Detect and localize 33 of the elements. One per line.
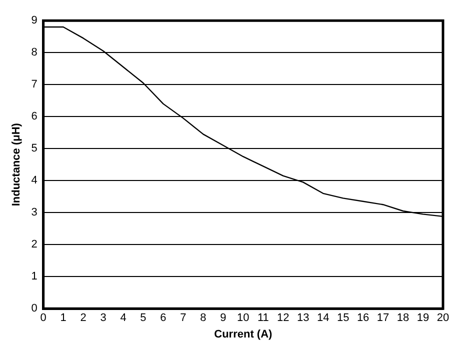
- x-tick-label: 20: [436, 312, 450, 324]
- x-tick-label: 0: [40, 312, 46, 324]
- x-tick-label: 17: [376, 312, 390, 324]
- x-tick-label: 6: [160, 312, 166, 324]
- x-axis-title: Current (A): [214, 328, 273, 340]
- x-tick-label: 10: [237, 312, 250, 324]
- y-tick-label: 0: [31, 302, 38, 315]
- y-tick-label: 9: [31, 14, 38, 27]
- y-tick-label: 2: [31, 238, 38, 251]
- x-tick-label: 2: [80, 312, 86, 324]
- y-tick-label: 3: [31, 206, 38, 219]
- x-tick-label: 7: [180, 312, 186, 324]
- x-tick-label: 1: [60, 312, 66, 324]
- x-tick-label: 9: [220, 312, 226, 324]
- x-tick-label: 15: [336, 312, 350, 324]
- y-tick-label: 8: [31, 46, 38, 59]
- x-tick-label: 12: [277, 312, 290, 324]
- y-tick-label: 1: [31, 270, 38, 283]
- x-tick-label: 13: [296, 312, 310, 324]
- y-tick-label: 7: [31, 78, 38, 91]
- x-tick-label: 3: [100, 312, 106, 324]
- x-tick-label: 4: [120, 312, 126, 324]
- x-tick-label: 14: [316, 312, 330, 324]
- y-axis-title: Inductance (μH): [10, 122, 23, 206]
- x-tick-label: 8: [200, 312, 206, 324]
- y-tick-label: 4: [31, 174, 38, 187]
- y-tick-label: 6: [31, 110, 38, 123]
- x-tick-label: 16: [356, 312, 370, 324]
- x-tick-label: 18: [396, 312, 410, 324]
- x-tick-label: 19: [416, 312, 430, 324]
- x-tick-label: 11: [257, 312, 269, 324]
- y-tick-label: 5: [31, 142, 38, 155]
- x-tick-label: 5: [140, 312, 146, 324]
